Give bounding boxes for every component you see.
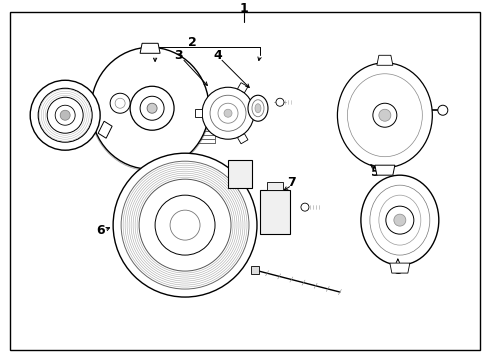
Polygon shape xyxy=(238,134,248,144)
Polygon shape xyxy=(375,165,395,175)
Circle shape xyxy=(147,103,157,113)
Circle shape xyxy=(130,86,174,130)
Circle shape xyxy=(386,206,414,234)
Polygon shape xyxy=(390,263,410,273)
Circle shape xyxy=(218,103,238,123)
Ellipse shape xyxy=(255,104,261,113)
Text: 5: 5 xyxy=(370,166,379,179)
Circle shape xyxy=(224,109,232,117)
Text: 3: 3 xyxy=(174,49,182,62)
Polygon shape xyxy=(228,160,252,188)
Polygon shape xyxy=(267,182,283,190)
Circle shape xyxy=(276,98,284,106)
Text: 2: 2 xyxy=(188,36,196,49)
Circle shape xyxy=(155,195,215,255)
Circle shape xyxy=(47,97,83,133)
Polygon shape xyxy=(377,55,393,65)
Circle shape xyxy=(170,210,200,240)
Circle shape xyxy=(60,110,70,120)
Ellipse shape xyxy=(248,95,268,121)
Polygon shape xyxy=(251,266,259,274)
Polygon shape xyxy=(140,43,160,53)
Text: 4: 4 xyxy=(214,49,222,62)
Circle shape xyxy=(438,105,448,115)
Text: 7: 7 xyxy=(288,176,296,189)
Circle shape xyxy=(301,203,309,211)
Polygon shape xyxy=(195,109,202,117)
Polygon shape xyxy=(260,190,290,234)
Text: 8: 8 xyxy=(393,264,402,276)
Circle shape xyxy=(110,93,130,113)
Circle shape xyxy=(210,95,246,131)
Circle shape xyxy=(394,214,406,226)
Ellipse shape xyxy=(91,47,209,169)
Text: 1: 1 xyxy=(240,2,248,15)
Ellipse shape xyxy=(338,63,432,168)
Ellipse shape xyxy=(361,175,439,265)
Circle shape xyxy=(38,88,92,142)
Circle shape xyxy=(373,103,397,127)
Circle shape xyxy=(30,80,100,150)
Circle shape xyxy=(202,87,254,139)
Circle shape xyxy=(113,153,257,297)
Circle shape xyxy=(140,96,164,120)
Circle shape xyxy=(379,109,391,121)
Circle shape xyxy=(55,105,75,125)
Ellipse shape xyxy=(252,100,264,117)
Polygon shape xyxy=(238,83,248,93)
Circle shape xyxy=(115,98,125,108)
Polygon shape xyxy=(98,121,112,138)
Text: 6: 6 xyxy=(96,224,104,237)
